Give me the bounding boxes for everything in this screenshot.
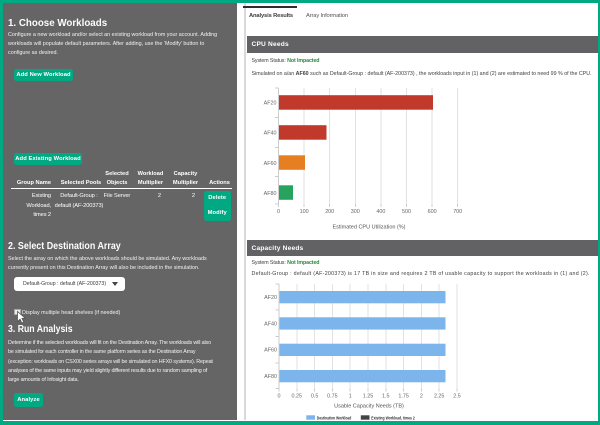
svg-text:Usable Capacity Needs (TB): Usable Capacity Needs (TB) <box>334 404 404 410</box>
svg-text:AF80: AF80 <box>264 374 277 380</box>
svg-text:700: 700 <box>453 209 462 215</box>
svg-text:AF40: AF40 <box>264 321 277 327</box>
svg-text:400: 400 <box>376 209 385 215</box>
svg-text:0.25: 0.25 <box>292 394 303 400</box>
svg-text:1.5: 1.5 <box>382 394 390 400</box>
svg-text:AF20: AF20 <box>264 101 277 107</box>
svg-text:300: 300 <box>351 209 360 215</box>
svg-text:2.5: 2.5 <box>453 394 461 400</box>
svg-text:500: 500 <box>402 209 411 215</box>
svg-text:200: 200 <box>325 209 334 215</box>
svg-text:0.75: 0.75 <box>327 394 338 400</box>
svg-text:Existing Workload, times 2: Existing Workload, times 2 <box>371 415 415 420</box>
svg-text:1: 1 <box>349 394 352 400</box>
svg-text:AF60: AF60 <box>264 161 277 167</box>
svg-text:600: 600 <box>428 209 437 215</box>
svg-text:2: 2 <box>420 394 423 400</box>
svg-text:AF40: AF40 <box>264 131 277 137</box>
svg-text:AF60: AF60 <box>264 348 277 354</box>
svg-text:AF20: AF20 <box>264 295 277 301</box>
svg-text:0.5: 0.5 <box>311 394 319 400</box>
svg-text:1.75: 1.75 <box>398 394 409 400</box>
svg-text:1.25: 1.25 <box>363 394 374 400</box>
svg-text:100: 100 <box>300 209 309 215</box>
svg-text:Destination Workload: Destination Workload <box>317 415 352 420</box>
svg-text:2.25: 2.25 <box>434 394 445 400</box>
svg-text:AF80: AF80 <box>264 191 277 197</box>
svg-text:0: 0 <box>278 394 281 400</box>
svg-text:Estimated CPU Utilization (%): Estimated CPU Utilization (%) <box>332 225 405 231</box>
svg-text:0: 0 <box>277 209 280 215</box>
